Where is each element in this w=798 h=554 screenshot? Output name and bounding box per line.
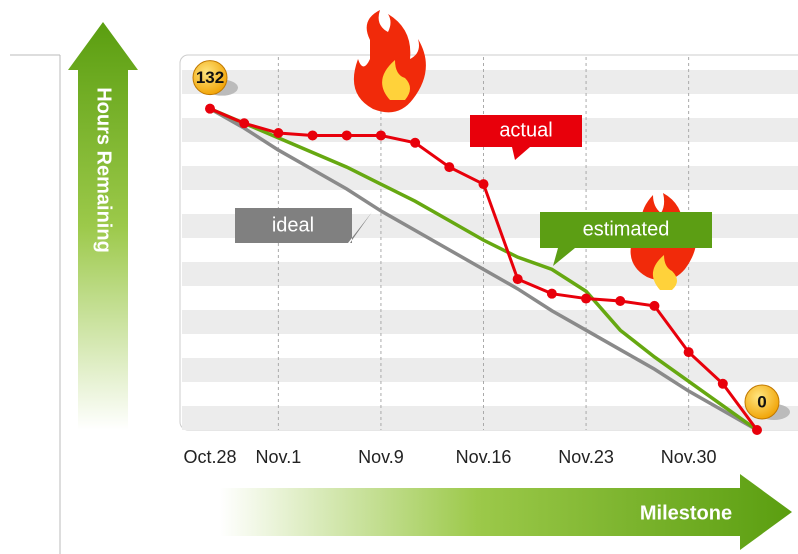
x-tick-label: Nov.1 [256, 447, 302, 467]
point [649, 301, 659, 311]
stripe [182, 358, 798, 382]
point [513, 274, 523, 284]
point [479, 179, 489, 189]
chart: Hours Remaining Milestone actual ideal e… [0, 0, 798, 554]
stripe [182, 406, 798, 430]
stripe [182, 310, 798, 334]
point [444, 162, 454, 172]
point [684, 347, 694, 357]
legend-label: estimated [583, 218, 670, 240]
stripe [182, 166, 798, 190]
point [752, 425, 762, 435]
point [718, 379, 728, 389]
x-tick-label: Nov.30 [661, 447, 717, 467]
point [342, 130, 352, 140]
point [581, 294, 591, 304]
point [615, 296, 625, 306]
point [205, 104, 215, 114]
x-tick-label: Nov.23 [558, 447, 614, 467]
data-label: 0 [757, 392, 766, 411]
point [376, 130, 386, 140]
x-tick-label: Nov.9 [358, 447, 404, 467]
point [308, 130, 318, 140]
x-tick-label: Nov.16 [456, 447, 512, 467]
point [273, 128, 283, 138]
y-axis-label: Hours Remaining [93, 87, 115, 253]
legend-label: actual [499, 119, 552, 141]
x-axis-label: Milestone [640, 502, 732, 524]
stripe [182, 70, 798, 94]
point [410, 138, 420, 148]
legend-label: ideal [272, 214, 314, 236]
x-tick-label: Oct.28 [183, 447, 236, 467]
point [239, 118, 249, 128]
page: {"chart_data": {"type": "line", "y_axis_… [0, 0, 798, 554]
point [547, 289, 557, 299]
data-label: 132 [196, 68, 224, 87]
